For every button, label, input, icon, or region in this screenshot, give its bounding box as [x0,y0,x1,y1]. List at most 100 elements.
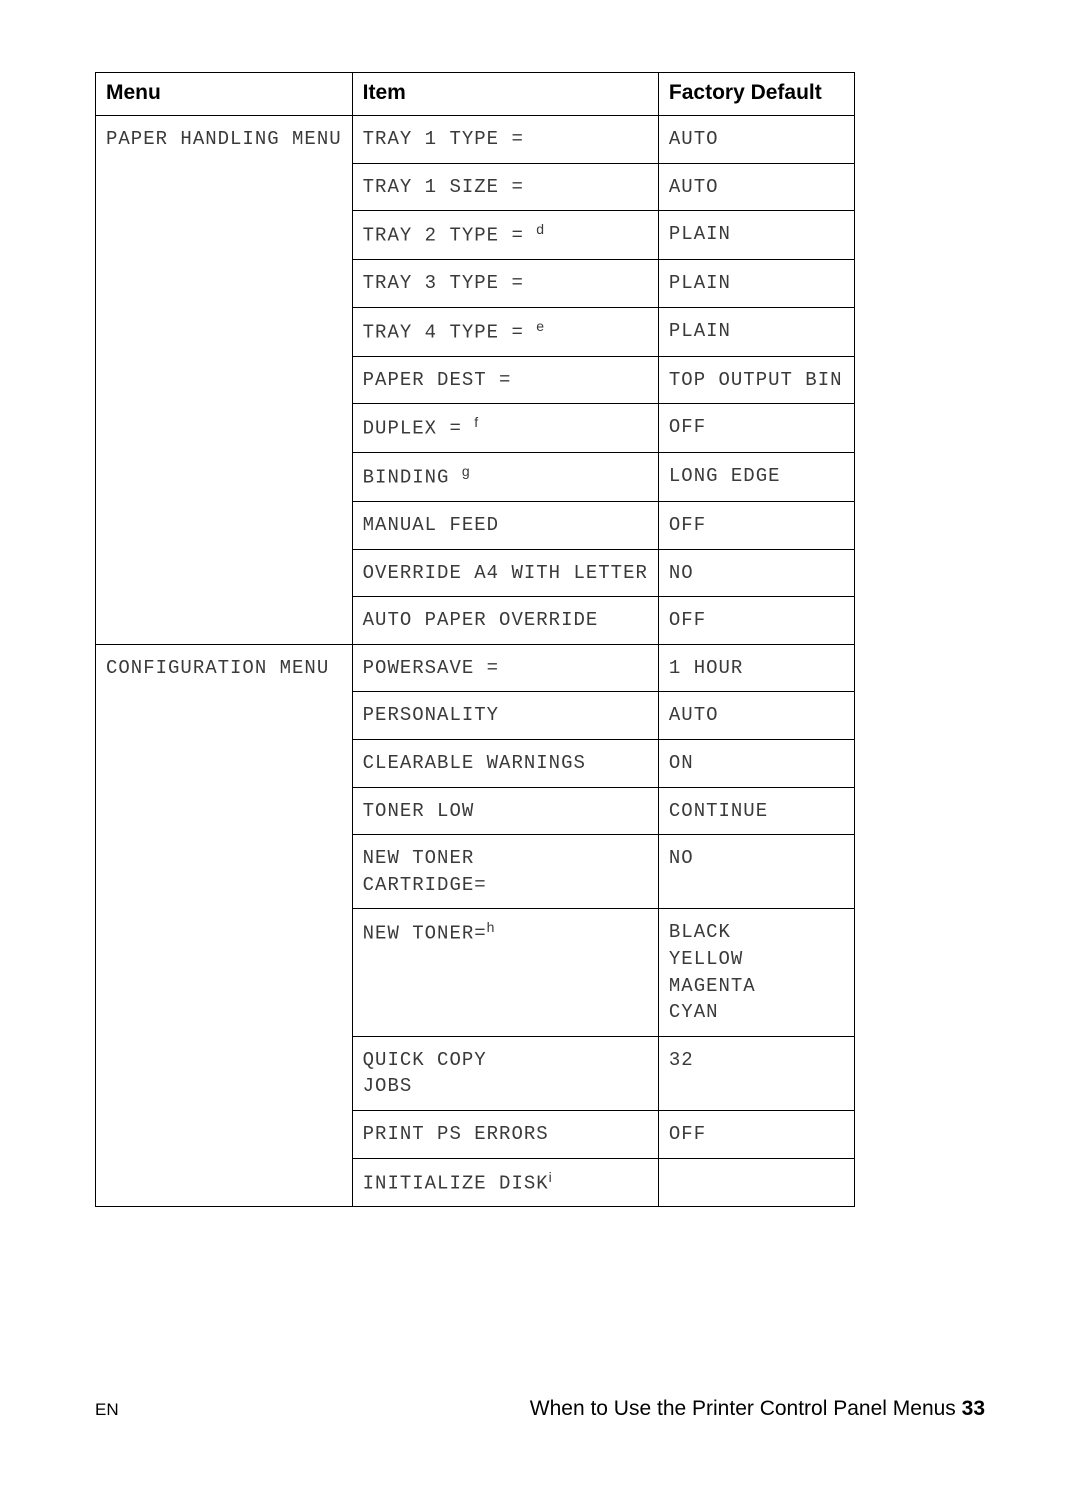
item-cell: NEW TONER CARTRIDGE= [352,835,658,909]
default-value: BLACK YELLOW MAGENTA CYAN [669,921,756,1023]
item-label: TRAY 2 TYPE = [363,225,537,247]
item-cell: PERSONALITY [352,692,658,740]
menu-cell: CONFIGURATION MENU [96,644,353,1207]
default-value: NO [669,562,694,584]
item-label: POWERSAVE = [363,657,499,679]
default-cell: OFF [658,1110,854,1158]
default-value: OFF [669,416,706,438]
default-cell: PLAIN [658,307,854,356]
default-cell: LONG EDGE [658,453,854,502]
default-value: AUTO [669,176,719,198]
menu-cell: PAPER HANDLING MENU [96,116,353,645]
default-value: 1 HOUR [669,657,743,679]
item-cell: DUPLEX = f [352,404,658,453]
item-cell: TRAY 1 SIZE = [352,163,658,211]
item-label: TRAY 3 TYPE = [363,272,524,294]
default-cell: BLACK YELLOW MAGENTA CYAN [658,909,854,1036]
item-cell: NEW TONER=h [352,909,658,1036]
default-value: CONTINUE [669,800,768,822]
default-cell: OFF [658,404,854,453]
default-value: OFF [669,1123,706,1145]
item-cell: MANUAL FEED [352,502,658,550]
default-cell: OFF [658,502,854,550]
item-label: PAPER DEST = [363,369,512,391]
item-label: NEW TONER= [363,923,487,945]
table-row: PAPER HANDLING MENU TRAY 1 TYPE = AUTO [96,116,855,164]
item-cell: POWERSAVE = [352,644,658,692]
item-cell: CLEARABLE WARNINGS [352,740,658,788]
default-cell [658,1158,854,1207]
default-value: PLAIN [669,272,731,294]
footnote-marker: i [549,1169,552,1185]
default-value: OFF [669,609,706,631]
default-value: AUTO [669,128,719,150]
default-value: NO [669,847,694,869]
default-cell: ON [658,740,854,788]
menu-table: Menu Item Factory Default PAPER HANDLING… [95,72,855,1207]
page: Menu Item Factory Default PAPER HANDLING… [0,0,1080,1495]
default-cell: PLAIN [658,211,854,260]
item-cell: TRAY 2 TYPE = d [352,211,658,260]
item-label: OVERRIDE A4 WITH LETTER [363,562,648,584]
footer-title: When to Use the Printer Control Panel Me… [530,1397,985,1421]
item-cell: TRAY 4 TYPE = e [352,307,658,356]
default-cell: TOP OUTPUT BIN [658,356,854,404]
item-cell: TRAY 1 TYPE = [352,116,658,164]
header-item: Item [352,73,658,116]
item-cell: PRINT PS ERRORS [352,1110,658,1158]
default-value: PLAIN [669,320,731,342]
default-cell: PLAIN [658,260,854,308]
item-cell: AUTO PAPER OVERRIDE [352,597,658,645]
default-cell: AUTO [658,692,854,740]
item-label: PRINT PS ERRORS [363,1123,549,1145]
table-row: CONFIGURATION MENU POWERSAVE = 1 HOUR [96,644,855,692]
menu-label: PAPER HANDLING MENU [106,128,342,150]
default-cell: NO [658,549,854,597]
item-label: AUTO PAPER OVERRIDE [363,609,599,631]
item-label: NEW TONER CARTRIDGE= [363,847,487,896]
default-cell: AUTO [658,163,854,211]
default-value: TOP OUTPUT BIN [669,369,843,391]
item-label: TRAY 1 SIZE = [363,176,524,198]
footer-section-title: When to Use the Printer Control Panel Me… [530,1397,962,1420]
item-label: PERSONALITY [363,704,499,726]
default-value: LONG EDGE [669,465,781,487]
footer-language: EN [95,1400,119,1420]
default-value: OFF [669,514,706,536]
item-label: MANUAL FEED [363,514,499,536]
item-cell: BINDING g [352,453,658,502]
item-cell: INITIALIZE DISKi [352,1158,658,1207]
default-cell: 32 [658,1036,854,1110]
item-label: DUPLEX = [363,418,475,440]
default-cell: 1 HOUR [658,644,854,692]
footer-page-number: 33 [962,1397,985,1420]
item-label: QUICK COPY JOBS [363,1049,487,1098]
item-label: CLEARABLE WARNINGS [363,752,586,774]
header-default: Factory Default [658,73,854,116]
item-cell: OVERRIDE A4 WITH LETTER [352,549,658,597]
page-footer: EN When to Use the Printer Control Panel… [95,1397,985,1421]
item-label: TRAY 4 TYPE = [363,321,537,343]
default-cell: CONTINUE [658,787,854,835]
item-label: TONER LOW [363,800,475,822]
footnote-marker: d [536,221,544,237]
header-menu: Menu [96,73,353,116]
footnote-marker: g [462,463,470,479]
menu-label: CONFIGURATION MENU [106,657,329,679]
default-cell: AUTO [658,116,854,164]
footnote-marker: e [536,318,544,334]
default-value: PLAIN [669,223,731,245]
item-label: TRAY 1 TYPE = [363,128,524,150]
default-value: ON [669,752,694,774]
item-cell: TRAY 3 TYPE = [352,260,658,308]
default-cell: OFF [658,597,854,645]
table-header-row: Menu Item Factory Default [96,73,855,116]
table-body: PAPER HANDLING MENU TRAY 1 TYPE = AUTO TRAY… [96,116,855,1207]
footnote-marker: f [474,414,478,430]
default-value: AUTO [669,704,719,726]
item-cell: TONER LOW [352,787,658,835]
item-cell: QUICK COPY JOBS [352,1036,658,1110]
item-cell: PAPER DEST = [352,356,658,404]
default-value: 32 [669,1049,694,1071]
item-label: INITIALIZE DISK [363,1172,549,1194]
